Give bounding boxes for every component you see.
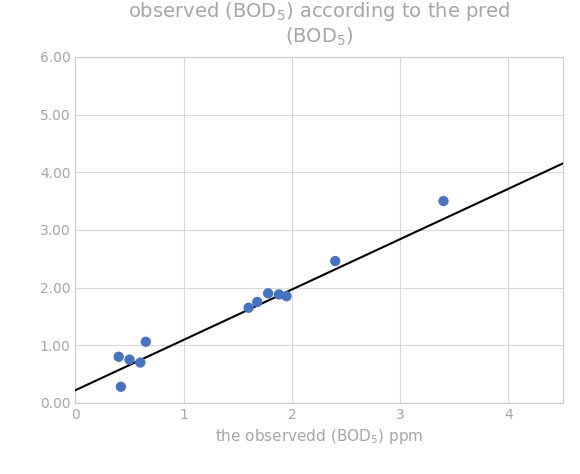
Point <box>274 291 284 298</box>
Point <box>116 383 125 391</box>
Point <box>331 257 340 265</box>
Point <box>141 338 150 346</box>
Point <box>125 356 134 364</box>
Point <box>114 353 124 361</box>
Point <box>282 292 291 300</box>
Point <box>253 298 262 306</box>
Point <box>263 290 273 297</box>
Point <box>244 304 253 311</box>
Title: observed (BOD$_5$) according to the pred
(BOD$_5$): observed (BOD$_5$) according to the pred… <box>128 0 510 48</box>
X-axis label: the observedd (BOD$_5$) ppm: the observedd (BOD$_5$) ppm <box>215 428 423 447</box>
Point <box>439 197 448 205</box>
Point <box>136 359 145 366</box>
